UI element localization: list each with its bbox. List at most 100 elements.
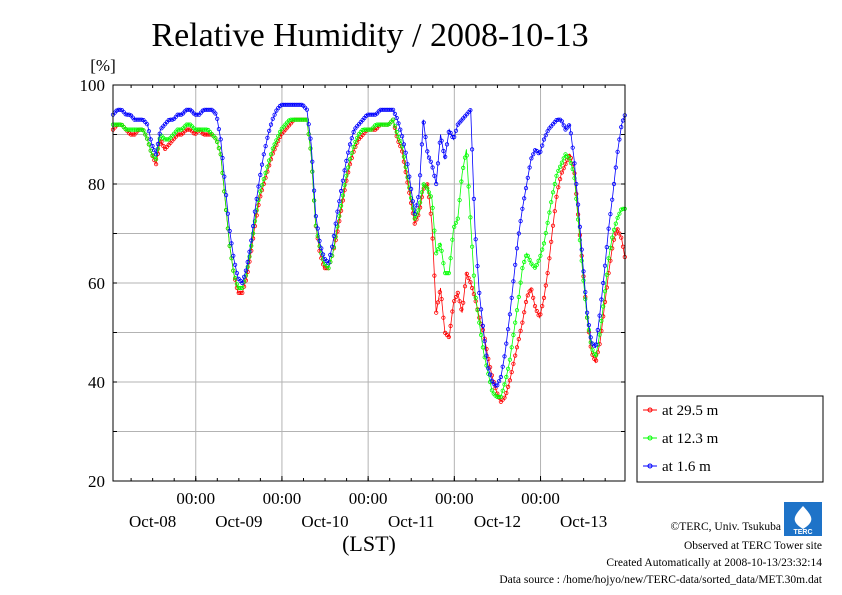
data-point	[216, 127, 221, 132]
data-point	[586, 322, 592, 328]
x-day-label: Oct-13	[560, 512, 607, 531]
x-time-tick-label: 00:00	[176, 489, 215, 508]
data-point	[425, 149, 430, 154]
data-point	[161, 143, 166, 149]
data-point	[534, 308, 539, 314]
data-point	[311, 198, 317, 203]
y-unit-label: [%]	[90, 56, 115, 75]
data-point	[333, 221, 338, 226]
data-point	[450, 309, 455, 314]
data-point	[522, 259, 527, 265]
x-day-label: Oct-08	[129, 512, 176, 531]
data-point	[335, 209, 340, 214]
data-point	[186, 127, 191, 132]
data-point	[520, 206, 525, 211]
data-point	[398, 139, 403, 144]
data-point	[595, 327, 600, 333]
data-point	[561, 166, 566, 171]
grid-lines	[113, 84, 625, 482]
data-point	[258, 194, 263, 199]
data-point	[541, 241, 547, 246]
x-axis-label: (LST)	[342, 531, 396, 556]
data-point	[448, 130, 453, 135]
data-point	[213, 136, 218, 141]
data-point	[267, 128, 272, 133]
data-point	[495, 383, 500, 388]
data-point	[227, 228, 232, 234]
data-point	[579, 258, 584, 263]
data-point	[306, 132, 311, 137]
legend-label: at 12.3 m	[662, 431, 719, 447]
data-point	[516, 294, 521, 300]
data-point	[604, 245, 609, 250]
data-point	[222, 174, 227, 179]
data-point	[272, 142, 277, 147]
data-point	[523, 186, 529, 191]
data-point	[337, 199, 342, 204]
data-point	[543, 283, 548, 288]
data-point	[231, 268, 236, 273]
data-point	[338, 203, 344, 208]
data-point	[498, 394, 503, 399]
data-point	[477, 315, 482, 320]
data-point	[545, 270, 550, 276]
data-point	[229, 241, 234, 246]
data-point	[593, 353, 599, 358]
data-point	[461, 300, 466, 305]
data-point	[543, 133, 548, 138]
data-point	[213, 111, 218, 116]
data-point	[540, 303, 545, 309]
data-point	[507, 312, 512, 317]
data-point	[559, 160, 565, 165]
data-point	[552, 209, 557, 214]
data-point	[252, 219, 257, 224]
data-point	[441, 315, 446, 320]
data-point	[500, 364, 505, 369]
data-point	[540, 143, 545, 148]
data-point	[130, 132, 135, 137]
data-point	[155, 146, 160, 151]
data-point	[466, 184, 471, 189]
data-point	[276, 134, 281, 139]
data-point	[478, 307, 484, 312]
data-point	[355, 135, 360, 140]
data-point	[538, 253, 543, 258]
data-point	[593, 342, 599, 347]
data-point	[471, 196, 476, 201]
data-point	[516, 231, 521, 236]
data-point	[604, 272, 609, 277]
data-point	[450, 134, 455, 140]
data-point	[529, 156, 534, 161]
data-point	[308, 146, 313, 151]
data-point	[195, 112, 200, 117]
data-point	[412, 211, 417, 216]
data-point	[541, 137, 547, 142]
data-point	[331, 233, 336, 239]
data-point	[529, 287, 534, 292]
data-point	[238, 285, 243, 291]
data-point	[256, 184, 261, 189]
data-point	[504, 390, 509, 396]
data-point	[583, 289, 588, 295]
data-point	[270, 116, 275, 121]
data-point	[554, 173, 559, 178]
data-point	[367, 127, 372, 132]
data-point	[258, 172, 263, 177]
data-point	[554, 194, 559, 199]
data-point	[545, 129, 550, 134]
data-point	[615, 215, 620, 220]
data-point	[469, 285, 475, 291]
data-point	[453, 294, 459, 300]
data-point	[439, 138, 444, 143]
data-point	[457, 198, 462, 203]
data-point	[566, 156, 572, 161]
data-point	[412, 216, 417, 221]
data-point	[575, 217, 581, 222]
data-point	[468, 280, 473, 285]
data-point	[471, 273, 476, 278]
data-point	[150, 143, 155, 149]
data-point	[484, 346, 489, 352]
data-point	[473, 237, 478, 242]
